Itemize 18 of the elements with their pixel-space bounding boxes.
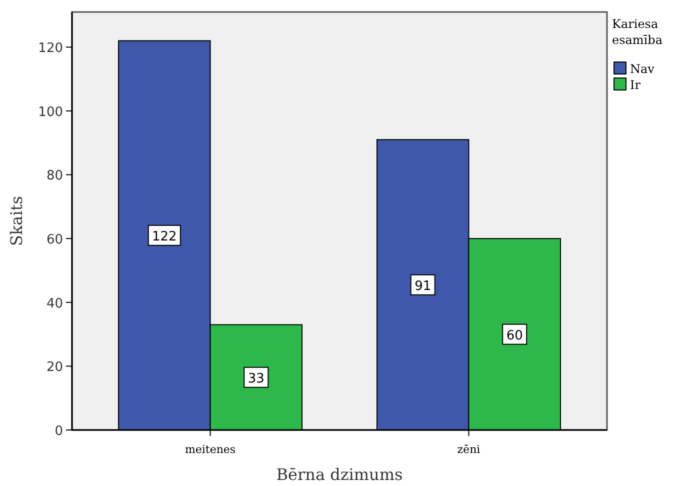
x-tick-label: meitenes: [184, 443, 236, 456]
y-tick-label: 60: [46, 232, 63, 248]
y-tick-label: 20: [46, 360, 63, 376]
data-label: 122: [152, 229, 177, 244]
y-tick-label: 120: [38, 41, 63, 56]
legend-title: Kariesa esamība: [612, 17, 662, 47]
y-tick-label: 80: [46, 168, 63, 184]
data-label: 60: [506, 328, 523, 344]
x-axis-title: Bērna dzimums: [276, 465, 403, 484]
y-tick-label: 100: [38, 104, 63, 120]
y-tick-label: 0: [54, 424, 63, 439]
data-label: 33: [248, 371, 264, 386]
y-tick-label: 40: [46, 296, 63, 312]
legend-label: Ir: [630, 78, 641, 92]
data-label: 91: [414, 278, 432, 294]
x-tick-label: zēni: [457, 443, 481, 456]
y-axis-title: Skaits: [7, 196, 26, 246]
legend-label: Nav: [630, 62, 655, 76]
